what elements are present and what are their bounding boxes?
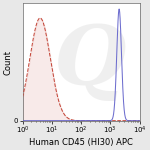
X-axis label: Human CD45 (HI30) APC: Human CD45 (HI30) APC [29,138,133,147]
Text: Q: Q [54,22,127,102]
Y-axis label: Count: Count [3,50,12,75]
